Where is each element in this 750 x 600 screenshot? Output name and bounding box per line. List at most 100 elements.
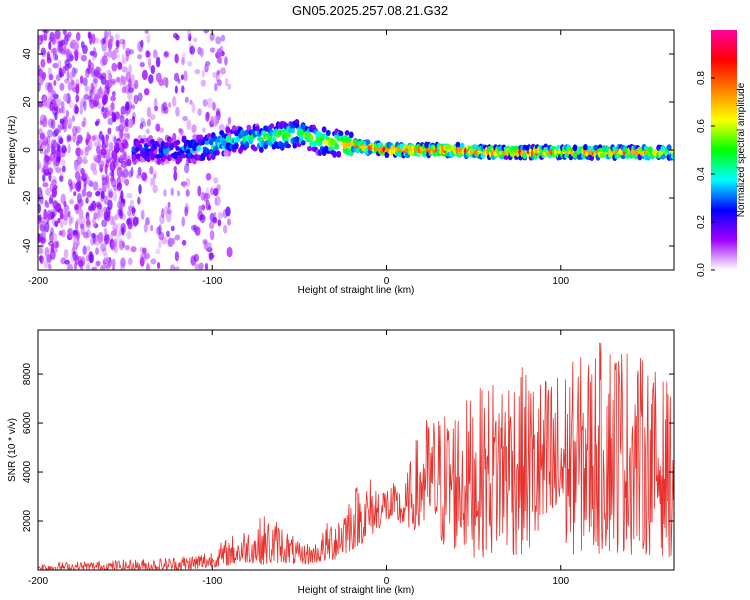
heatmap-cell <box>119 238 124 249</box>
heatmap-cell <box>69 227 74 239</box>
heatmap-cell <box>42 174 46 182</box>
heatmap-cell <box>164 51 169 57</box>
heatmap-cell <box>96 203 103 210</box>
heatmap-cell <box>120 222 127 234</box>
heatmap-cell <box>67 228 73 236</box>
heatmap-cell <box>218 56 223 65</box>
heatmap-cell <box>50 98 57 105</box>
heatmap-cell <box>90 135 96 141</box>
heatmap-cell <box>183 70 188 82</box>
heatmap-cell <box>39 249 44 255</box>
heatmap-cell <box>128 48 135 55</box>
heatmap-cell <box>172 237 176 245</box>
heatmap-cell <box>145 128 150 135</box>
heatmap-cell <box>48 171 52 182</box>
heatmap-cell <box>155 123 161 132</box>
heatmap-cell <box>45 156 49 164</box>
heatmap-cell <box>159 127 165 134</box>
heatmap-cell <box>38 83 41 92</box>
heatmap-cell <box>50 119 56 130</box>
snr-marks <box>38 342 674 570</box>
heatmap-cell <box>189 45 196 55</box>
heatmap-cell <box>212 187 219 197</box>
heatmap-cell <box>42 162 49 170</box>
heatmap-cell <box>119 154 124 163</box>
heatmap-cell <box>294 122 300 129</box>
heatmap-cell <box>113 142 120 154</box>
heatmap-cell <box>101 55 108 66</box>
heatmap-cell <box>38 39 41 45</box>
heatmap-cell <box>204 63 209 73</box>
heatmap-cell <box>84 146 89 156</box>
heatmap-cell <box>185 177 191 187</box>
heatmap-cell <box>225 126 231 134</box>
heatmap-cell <box>40 58 46 68</box>
heatmap-cell <box>46 53 52 61</box>
heatmap-cell <box>93 212 98 220</box>
heatmap-cell <box>68 215 72 226</box>
heatmap-cell <box>94 156 99 163</box>
heatmap-cell <box>48 41 52 51</box>
heatmap-cell <box>209 253 215 259</box>
heatmap-cell <box>103 227 108 236</box>
heatmap-cell <box>201 69 205 78</box>
heatmap-cell <box>666 145 672 151</box>
heatmap-cell <box>212 101 216 111</box>
heatmap-cell <box>246 124 252 131</box>
heatmap-cell <box>82 155 87 163</box>
heatmap-cell <box>121 66 128 73</box>
heatmap-cell <box>60 220 64 229</box>
heatmap-cell <box>152 173 157 180</box>
heatmap-cell <box>133 94 139 105</box>
x-tick-label: 0 <box>384 276 390 287</box>
heatmap-cell <box>113 113 117 123</box>
heatmap-cell <box>46 135 51 146</box>
heatmap-cell <box>167 209 173 215</box>
heatmap-cell <box>269 123 275 129</box>
y-tick-label: 6000 <box>22 412 33 435</box>
heatmap-cell <box>73 49 79 56</box>
heatmap-cell <box>117 208 122 216</box>
heatmap-cell <box>222 208 228 219</box>
heatmap-cell <box>92 220 97 228</box>
heatmap-cell <box>63 93 69 102</box>
heatmap-cell <box>80 167 85 176</box>
heatmap-cell <box>213 177 219 184</box>
heatmap-cell <box>44 168 50 176</box>
heatmap-cell <box>108 141 114 152</box>
heatmap-cell <box>79 149 84 156</box>
heatmap-cell <box>43 208 48 220</box>
heatmap-cell <box>86 265 90 270</box>
heatmap-cell <box>102 94 108 105</box>
heatmap-cell <box>198 262 204 270</box>
heatmap-cell <box>210 187 214 196</box>
heatmap-cell <box>73 41 80 52</box>
heatmap-cell <box>58 175 64 182</box>
heatmap-cell <box>98 233 103 245</box>
heatmap-cell <box>41 117 48 128</box>
x-tick-label: -100 <box>202 276 222 287</box>
heatmap-cell <box>85 144 91 152</box>
heatmap-cell <box>51 36 57 46</box>
heatmap-cell <box>86 131 90 141</box>
heatmap-cell <box>203 240 208 250</box>
heatmap-cell <box>119 209 124 220</box>
heatmap-cell <box>252 146 258 152</box>
snr-frame <box>37 329 675 571</box>
heatmap-cell <box>106 79 113 89</box>
heatmap-cell <box>127 217 132 225</box>
heatmap-cell <box>292 142 298 149</box>
heatmap-cell <box>161 207 165 219</box>
heatmap-cell <box>74 254 80 266</box>
heatmap-cell <box>120 105 127 115</box>
heatmap-cell <box>41 72 46 82</box>
heatmap-cell <box>102 142 107 149</box>
heatmap-cell <box>67 144 71 154</box>
heatmap-cell <box>76 217 82 226</box>
heatmap-cell <box>110 176 115 183</box>
heatmap-cell <box>200 79 206 87</box>
heatmap-cell <box>88 95 92 103</box>
y-tick-label: 4000 <box>22 460 33 483</box>
heatmap-cell <box>184 96 189 103</box>
